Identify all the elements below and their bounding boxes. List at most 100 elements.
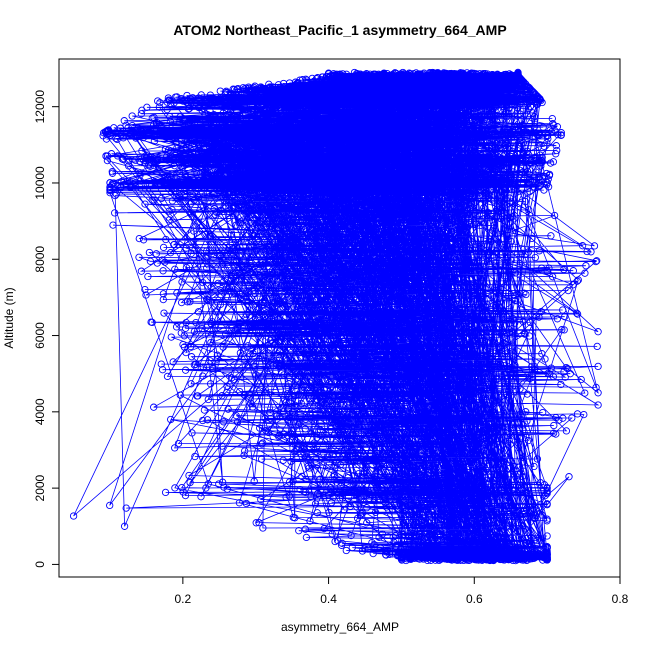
data-point — [422, 221, 431, 230]
data-point — [519, 421, 527, 429]
data-point — [178, 483, 186, 492]
data-point — [399, 280, 407, 289]
data-point — [379, 115, 387, 124]
data-point — [407, 505, 415, 513]
data-point — [404, 187, 413, 195]
data-point — [247, 399, 255, 408]
data-point — [368, 224, 376, 232]
data-point — [348, 543, 356, 552]
data-point — [267, 165, 275, 173]
data-point — [206, 233, 215, 241]
data-point — [419, 276, 428, 284]
data-point — [460, 187, 469, 195]
data-point — [375, 533, 383, 541]
data-point — [340, 170, 348, 178]
data-point — [278, 264, 286, 273]
data-point — [437, 398, 446, 406]
data-point — [203, 416, 212, 424]
data-point — [182, 318, 190, 327]
data-point — [451, 204, 459, 212]
data-point — [446, 433, 454, 442]
data-point — [200, 104, 208, 113]
data-point — [464, 476, 473, 484]
data-point — [410, 468, 419, 476]
data-point — [371, 229, 380, 237]
data-point — [186, 200, 195, 208]
data-point — [425, 509, 433, 518]
data-point — [476, 137, 484, 145]
data-point — [430, 391, 438, 399]
data-point — [464, 489, 472, 498]
data-point — [263, 164, 271, 173]
data-point — [360, 469, 368, 478]
data-point — [384, 489, 392, 497]
data-point — [195, 141, 203, 149]
data-point — [523, 390, 531, 398]
data-point — [445, 495, 453, 503]
data-point — [364, 348, 372, 356]
data-point — [464, 223, 472, 232]
data-point — [106, 501, 114, 510]
data-point — [450, 404, 458, 412]
data-point — [368, 417, 376, 425]
data-point — [143, 103, 151, 111]
data-point — [395, 346, 403, 354]
data-point — [446, 338, 454, 346]
data-point — [251, 154, 259, 162]
data-point — [519, 317, 527, 326]
data-point — [238, 188, 246, 196]
data-point — [410, 417, 418, 426]
data-point — [526, 374, 534, 383]
data-point — [395, 358, 403, 366]
data-point — [530, 122, 539, 131]
data-point — [314, 402, 322, 410]
data-point — [296, 315, 304, 323]
data-point — [511, 269, 520, 277]
data-point — [399, 361, 407, 370]
data-point — [402, 215, 410, 223]
data-point — [327, 351, 335, 359]
data-point — [455, 474, 463, 482]
data-point — [459, 88, 468, 96]
data-point — [330, 476, 338, 484]
data-point — [587, 248, 595, 256]
data-point — [519, 539, 528, 547]
data-point — [303, 453, 311, 461]
data-point — [389, 533, 397, 541]
data-point — [178, 278, 186, 286]
data-point — [356, 384, 364, 392]
data-point — [381, 338, 389, 346]
data-point — [236, 349, 245, 357]
data-point — [185, 471, 193, 480]
data-point — [479, 477, 488, 485]
data-point — [547, 232, 555, 240]
data-point — [314, 227, 322, 235]
data-point — [230, 330, 238, 338]
data-point — [417, 338, 425, 346]
data-point — [288, 232, 296, 240]
data-point — [306, 268, 314, 277]
data-point — [534, 143, 542, 151]
data-point — [194, 308, 203, 316]
data-point — [213, 208, 221, 217]
data-point — [433, 399, 441, 408]
data-point — [384, 473, 393, 481]
data-point — [403, 364, 411, 372]
data-point — [423, 540, 431, 548]
data-point — [338, 494, 347, 502]
data-point — [187, 249, 195, 258]
data-point — [551, 127, 559, 135]
data-point — [263, 194, 271, 202]
data-point — [181, 324, 190, 332]
data-point — [372, 417, 380, 425]
data-point — [394, 345, 403, 353]
data-point — [218, 478, 227, 486]
data-point — [396, 326, 404, 334]
data-point — [453, 217, 461, 225]
data-point — [172, 323, 181, 331]
data-point — [415, 505, 423, 513]
data-point — [459, 501, 467, 509]
data-point — [302, 203, 310, 211]
data-point — [416, 353, 425, 361]
data-point — [258, 163, 266, 171]
